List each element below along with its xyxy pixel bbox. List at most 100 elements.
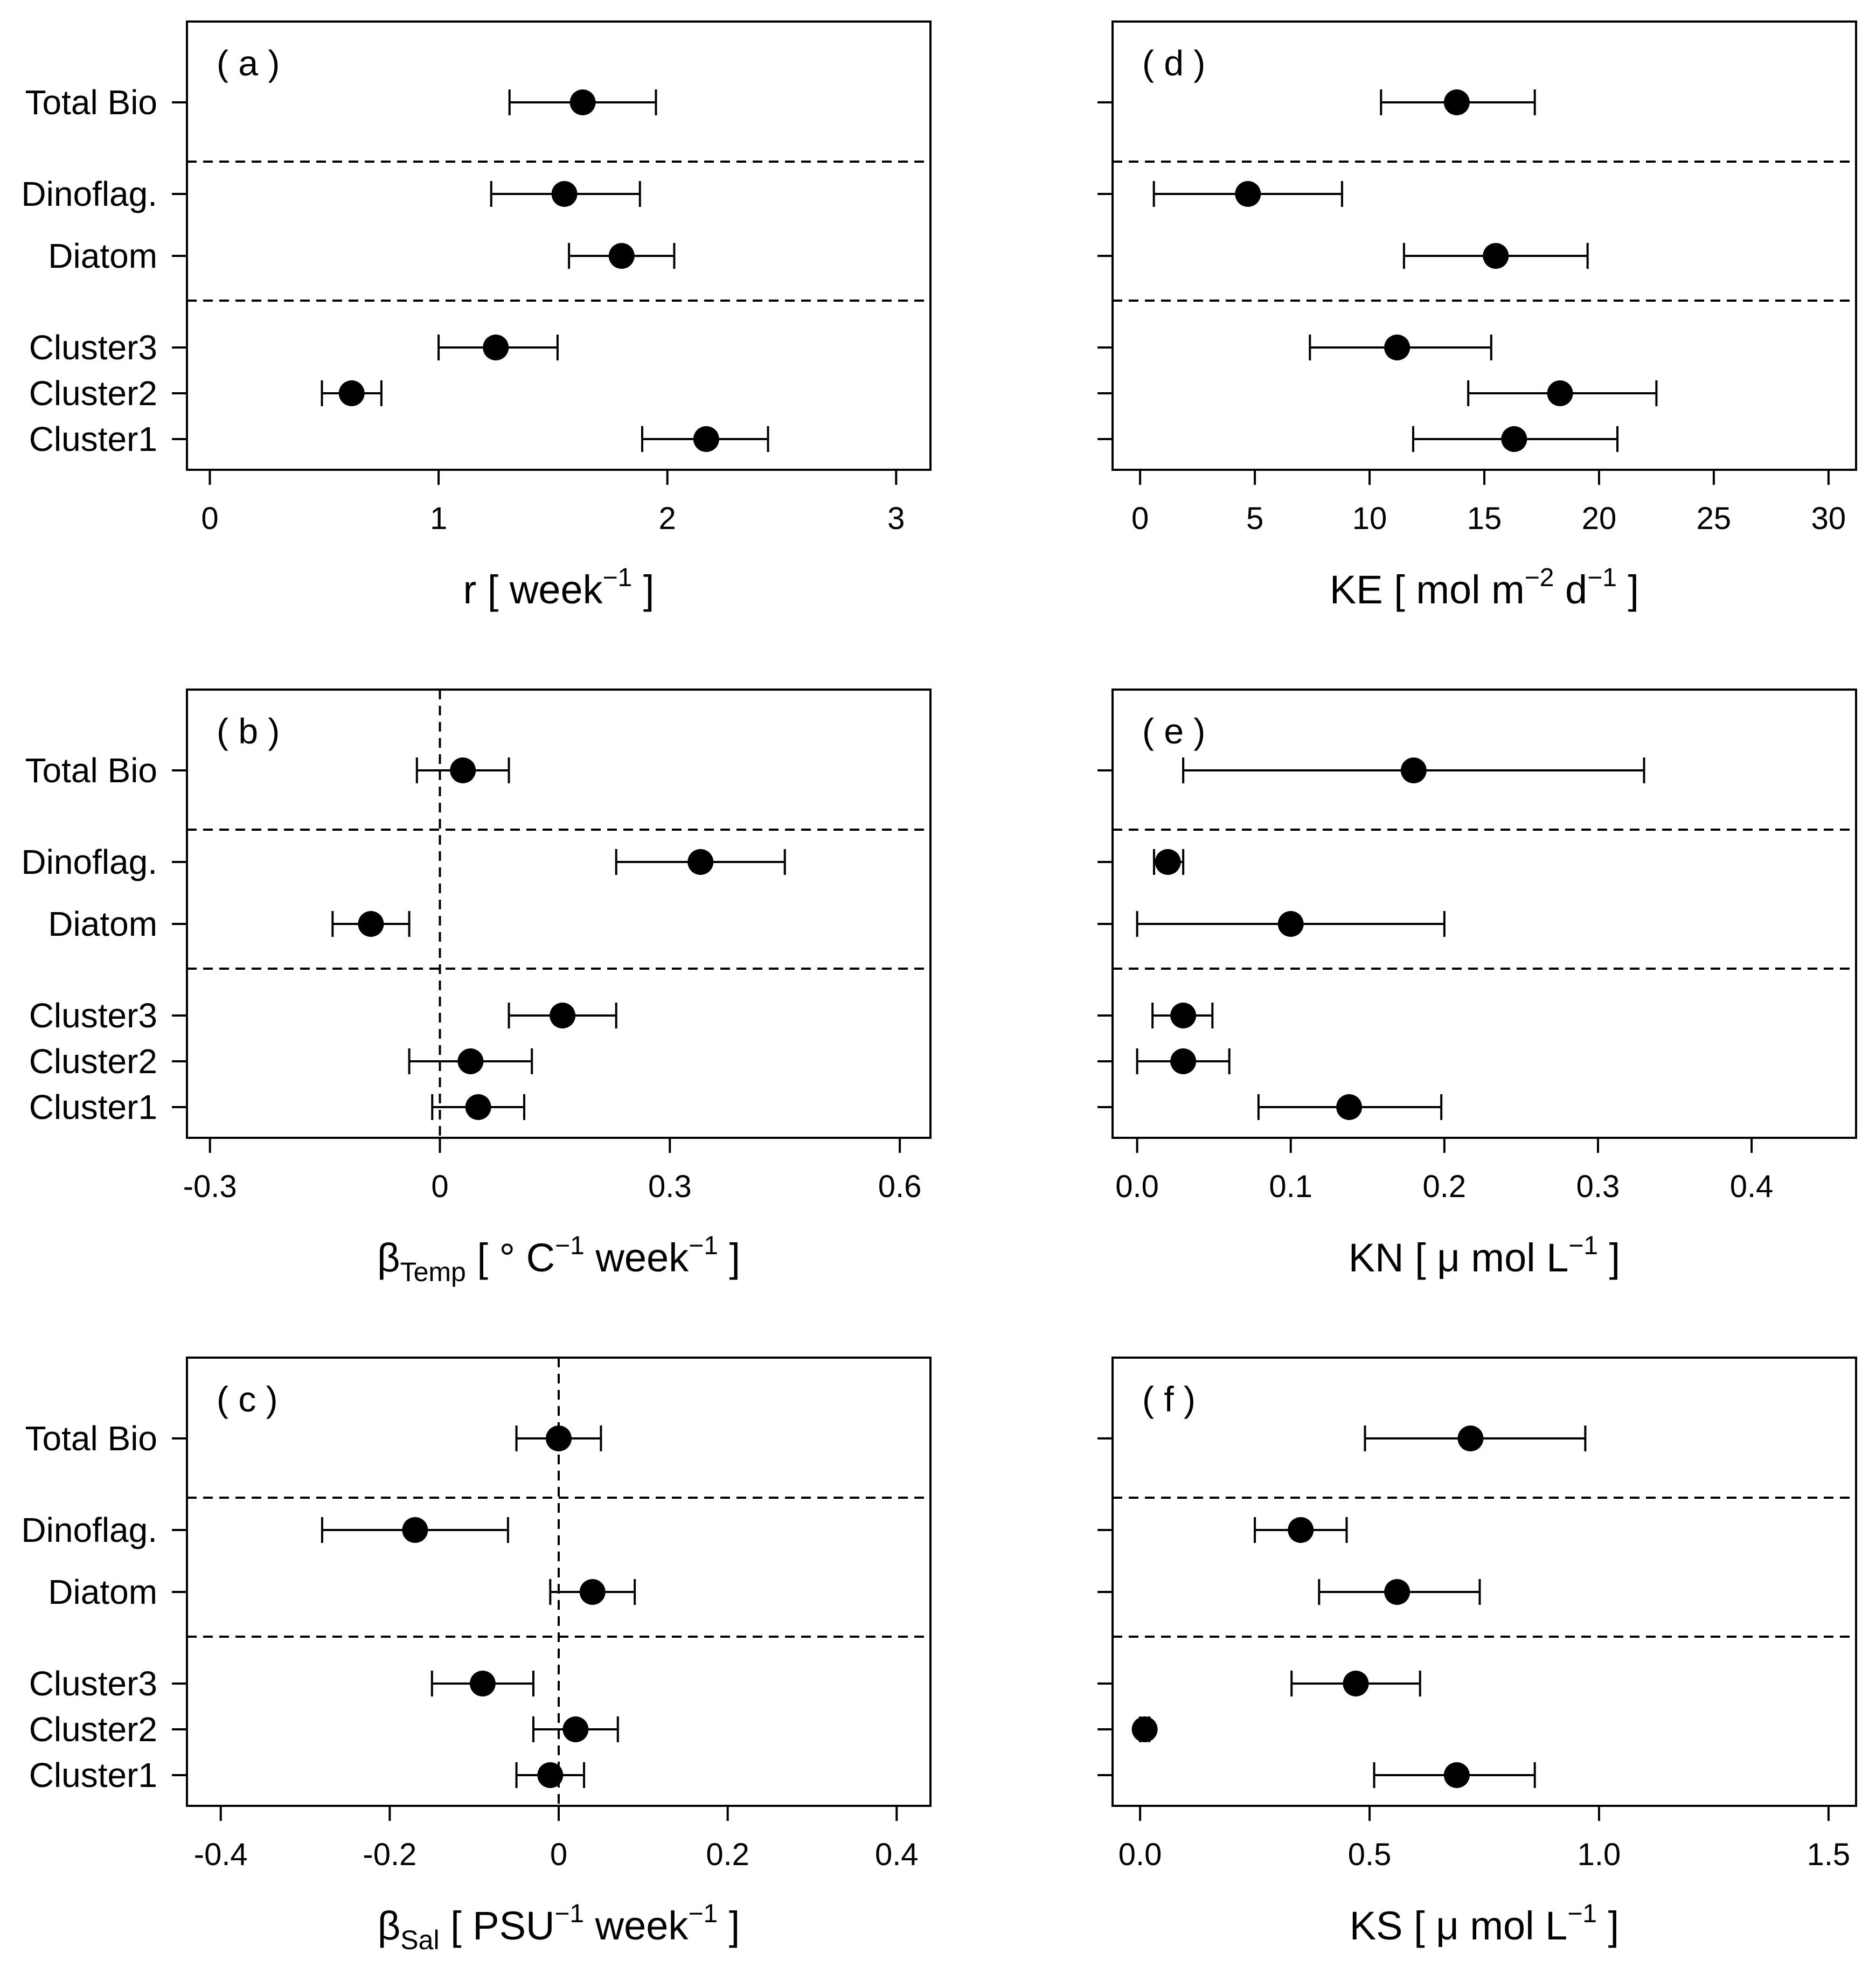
category-label: Dinoflag.	[21, 1511, 157, 1549]
estimate-point	[537, 1762, 564, 1788]
category-label: Cluster2	[29, 374, 157, 413]
x-axis-title: βSal [ PSU−1 week−1 ]	[378, 1900, 740, 1955]
x-tick-label: 0	[550, 1837, 567, 1872]
x-tick-label: 0.5	[1348, 1837, 1392, 1872]
panel-label: ( f )	[1142, 1379, 1196, 1419]
estimate-point	[450, 757, 476, 783]
estimate-point	[550, 1003, 576, 1028]
x-tick-label: 0.0	[1118, 1837, 1162, 1872]
category-label: Diatom	[48, 905, 157, 943]
estimate-point	[579, 1579, 606, 1605]
axis-title-sup: −2	[1525, 564, 1554, 592]
axis-title-pre: KS [ μ mol L	[1350, 1903, 1568, 1948]
category-label: Cluster3	[29, 996, 157, 1035]
estimate-point	[1170, 1048, 1197, 1074]
panel-label: ( d )	[1142, 43, 1205, 83]
axis-title-sup2: −1	[689, 1232, 718, 1260]
x-axis-title: KE [ mol m−2 d−1 ]	[1330, 564, 1639, 612]
estimate-point	[465, 1094, 491, 1120]
axis-title-pre: KE [ mol m	[1330, 567, 1525, 612]
x-tick-label: 2	[659, 501, 676, 536]
category-label: Diatom	[48, 237, 157, 275]
x-tick-label: -0.2	[363, 1837, 416, 1872]
plot-frame	[1111, 1357, 1857, 1807]
x-tick-label: -0.4	[194, 1837, 248, 1872]
panel-c: ( c ) Total Bio Dinoflag. Diatom Cluster3 Clu…	[21, 1357, 932, 1955]
x-axis-title: βTemp [ ° C−1 week−1 ]	[377, 1232, 740, 1287]
panel-label: ( e )	[1142, 711, 1205, 751]
axis-title-post: ]	[1597, 1903, 1619, 1948]
axis-title-sup2: −1	[688, 1900, 718, 1928]
estimate-point	[483, 335, 509, 360]
axis-title-sub: Temp	[400, 1257, 466, 1287]
estimate-point	[562, 1716, 589, 1742]
axis-title-mid: [ ° C	[466, 1235, 555, 1280]
axis-title-sup: −1	[554, 1900, 584, 1928]
estimate-point	[687, 849, 714, 875]
x-tick-label: 1.0	[1578, 1837, 1621, 1872]
x-axis-title: KS [ μ mol L−1 ]	[1350, 1900, 1619, 1948]
category-label: Diatom	[48, 1573, 157, 1611]
category-label: Dinoflag.	[21, 175, 157, 213]
panel-label: ( b )	[217, 711, 280, 751]
estimate-point	[457, 1048, 484, 1074]
x-tick-label: 0	[201, 501, 218, 536]
category-label: Cluster3	[29, 1664, 157, 1703]
plot-frame	[1111, 20, 1857, 471]
axis-title-post2: ]	[718, 1235, 740, 1280]
x-tick-label: 0.4	[1730, 1169, 1774, 1204]
axis-title-sup: −1	[1567, 1900, 1597, 1928]
category-label: Cluster1	[29, 1756, 157, 1795]
estimate-point	[1288, 1517, 1314, 1543]
estimate-point	[693, 426, 719, 452]
estimate-point	[358, 911, 384, 937]
x-tick-label: 0.2	[1423, 1169, 1467, 1204]
estimate-point	[402, 1517, 428, 1543]
x-tick-label: 3	[887, 501, 905, 536]
panel-f: ( f ) 0.0 0.5 1.0 1.5 KS [ μ mol L−1 ]	[1097, 1357, 1857, 1948]
axis-title-post: ]	[1598, 1235, 1620, 1280]
category-label: Dinoflag.	[21, 843, 157, 881]
x-tick-label: 5	[1246, 501, 1263, 536]
axis-title-pre: KN [ μ mol L	[1349, 1235, 1569, 1280]
estimate-point	[1155, 849, 1181, 875]
axis-title-sup: −1	[555, 1232, 585, 1260]
category-label: Cluster3	[29, 328, 157, 367]
estimate-point	[1235, 181, 1261, 207]
estimate-point	[1443, 1762, 1470, 1788]
estimate-point	[1336, 1094, 1363, 1120]
estimate-point	[1384, 335, 1411, 360]
panel-d: ( d ) 0 5 10 15 20 25 30 KE [ mol m−2 d−1 ]	[1097, 20, 1857, 612]
estimate-point	[551, 181, 578, 207]
plot-frame	[186, 689, 932, 1139]
axis-title-post: d	[1554, 567, 1588, 612]
x-tick-label: 10	[1352, 501, 1387, 536]
x-axis-title: KN [ μ mol L−1 ]	[1349, 1232, 1621, 1280]
axis-title-sup: −1	[603, 564, 633, 592]
estimate-point	[1483, 243, 1509, 269]
estimate-point	[1443, 89, 1470, 115]
axis-title-post: week	[584, 1903, 689, 1948]
axis-title-post: ]	[632, 567, 654, 612]
category-label: Cluster2	[29, 1710, 157, 1749]
plot-frame	[1111, 689, 1857, 1139]
estimate-point	[1170, 1003, 1197, 1028]
estimate-point	[1343, 1671, 1369, 1696]
axis-title-post2: ]	[718, 1903, 740, 1948]
panel-b: ( b ) Total Bio Dinoflag. Diatom Cluster3 Clu…	[21, 689, 932, 1287]
category-label: Cluster1	[29, 420, 157, 458]
estimate-point	[546, 1425, 572, 1451]
panel-e: ( e ) 0.0 0.1 0.2 0.3 0.4 KN [ μ mol L−1 ]	[1097, 689, 1857, 1280]
axis-title-pre: β	[378, 1903, 401, 1948]
estimate-point	[469, 1671, 496, 1696]
x-tick-label: 30	[1811, 501, 1846, 536]
estimate-point	[608, 243, 635, 269]
axis-title-pre: β	[377, 1235, 400, 1280]
axis-title-pre: r [ week	[463, 567, 603, 612]
x-tick-label: 0.4	[875, 1837, 919, 1872]
category-label: Total Bio	[25, 1419, 157, 1458]
x-tick-label: 15	[1467, 501, 1502, 536]
axis-title-sup2: −1	[1587, 564, 1617, 592]
x-tick-label: 0	[1131, 501, 1149, 536]
category-label: Total Bio	[25, 83, 157, 122]
